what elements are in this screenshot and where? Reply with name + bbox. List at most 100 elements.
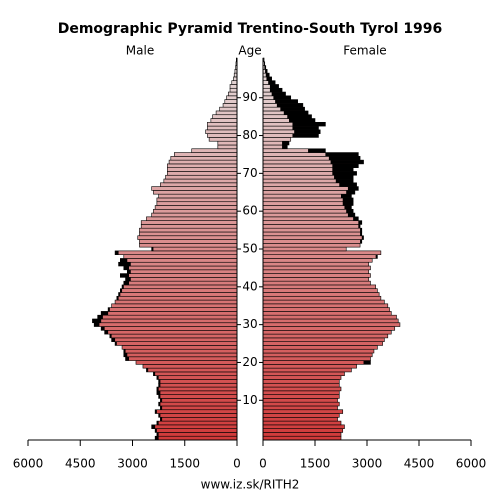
surplus (334, 175, 353, 179)
x-tick-label: 1500 (300, 457, 331, 471)
surplus (362, 236, 364, 240)
bar (120, 274, 237, 278)
bar (225, 100, 237, 104)
bar (263, 425, 344, 429)
bar (115, 300, 237, 304)
bar (152, 187, 237, 191)
y-tick-label: 90 (242, 90, 257, 104)
bar (159, 402, 237, 406)
bar (160, 398, 237, 402)
surplus (124, 281, 129, 285)
bar (263, 251, 381, 255)
surplus (287, 115, 311, 119)
surplus (117, 296, 119, 300)
bar (138, 236, 237, 240)
bar (263, 228, 362, 232)
bar (263, 236, 364, 240)
bar (263, 327, 395, 331)
bar (115, 251, 237, 255)
surplus (346, 209, 353, 213)
bar (263, 338, 384, 342)
bar (101, 327, 237, 331)
surplus (155, 436, 158, 440)
bar (263, 281, 370, 285)
bar (160, 417, 237, 421)
bar (263, 292, 379, 296)
y-tick-label: 40 (242, 279, 257, 293)
bar (120, 289, 237, 293)
surplus (115, 251, 118, 255)
bar (263, 376, 341, 380)
surplus (332, 168, 353, 172)
surplus (339, 183, 356, 187)
bar (206, 130, 237, 134)
bar (263, 330, 391, 334)
surplus (282, 141, 289, 145)
surplus (264, 62, 265, 66)
bar (232, 81, 237, 85)
bar (159, 383, 237, 387)
bar (263, 304, 388, 308)
bar (143, 364, 237, 368)
bar (263, 398, 338, 402)
surplus (360, 240, 362, 244)
bar (157, 387, 237, 391)
chart-title: Demographic Pyramid Trentino-South Tyrol… (58, 21, 443, 37)
surplus (348, 187, 358, 191)
bar (263, 137, 291, 141)
bar (136, 361, 237, 365)
bar (98, 315, 237, 319)
bar (263, 221, 362, 225)
bar (146, 368, 237, 372)
bar (141, 221, 237, 225)
bar (159, 414, 237, 418)
surplus (360, 228, 362, 232)
bar (155, 206, 237, 210)
bar (164, 179, 237, 183)
surplus (273, 96, 290, 100)
surplus (264, 66, 265, 70)
bar (263, 277, 369, 281)
bar (263, 194, 351, 198)
surplus (159, 414, 161, 418)
bar (119, 262, 237, 266)
y-tick-label: 50 (242, 242, 257, 256)
bar (120, 258, 237, 262)
bar (157, 198, 237, 202)
surplus (360, 232, 362, 236)
bar (263, 364, 357, 368)
surplus (280, 107, 304, 111)
surplus (329, 156, 360, 160)
axis-label: Age (238, 44, 261, 58)
surplus (332, 171, 356, 175)
bar (117, 296, 237, 300)
bar (263, 432, 341, 436)
bar (139, 228, 237, 232)
surplus (119, 292, 121, 296)
surplus (353, 217, 358, 221)
surplus (120, 274, 129, 278)
bar (230, 84, 237, 88)
x-tick-label: 0 (233, 457, 241, 471)
surplus (126, 357, 129, 361)
bar (155, 410, 237, 414)
bar (263, 243, 360, 247)
surplus (343, 202, 353, 206)
left-label: Male (126, 44, 154, 58)
bar (263, 262, 369, 266)
bar (169, 160, 237, 164)
surplus (325, 153, 358, 157)
bar (263, 289, 377, 293)
surplus (292, 126, 318, 130)
bar (218, 145, 237, 149)
bar (101, 311, 237, 315)
bar (124, 266, 237, 270)
bar (167, 164, 237, 168)
bar (108, 308, 237, 312)
bar (220, 107, 237, 111)
bar (263, 308, 390, 312)
surplus (110, 334, 112, 338)
bar (110, 334, 237, 338)
bar (122, 285, 237, 289)
bar (167, 168, 237, 172)
